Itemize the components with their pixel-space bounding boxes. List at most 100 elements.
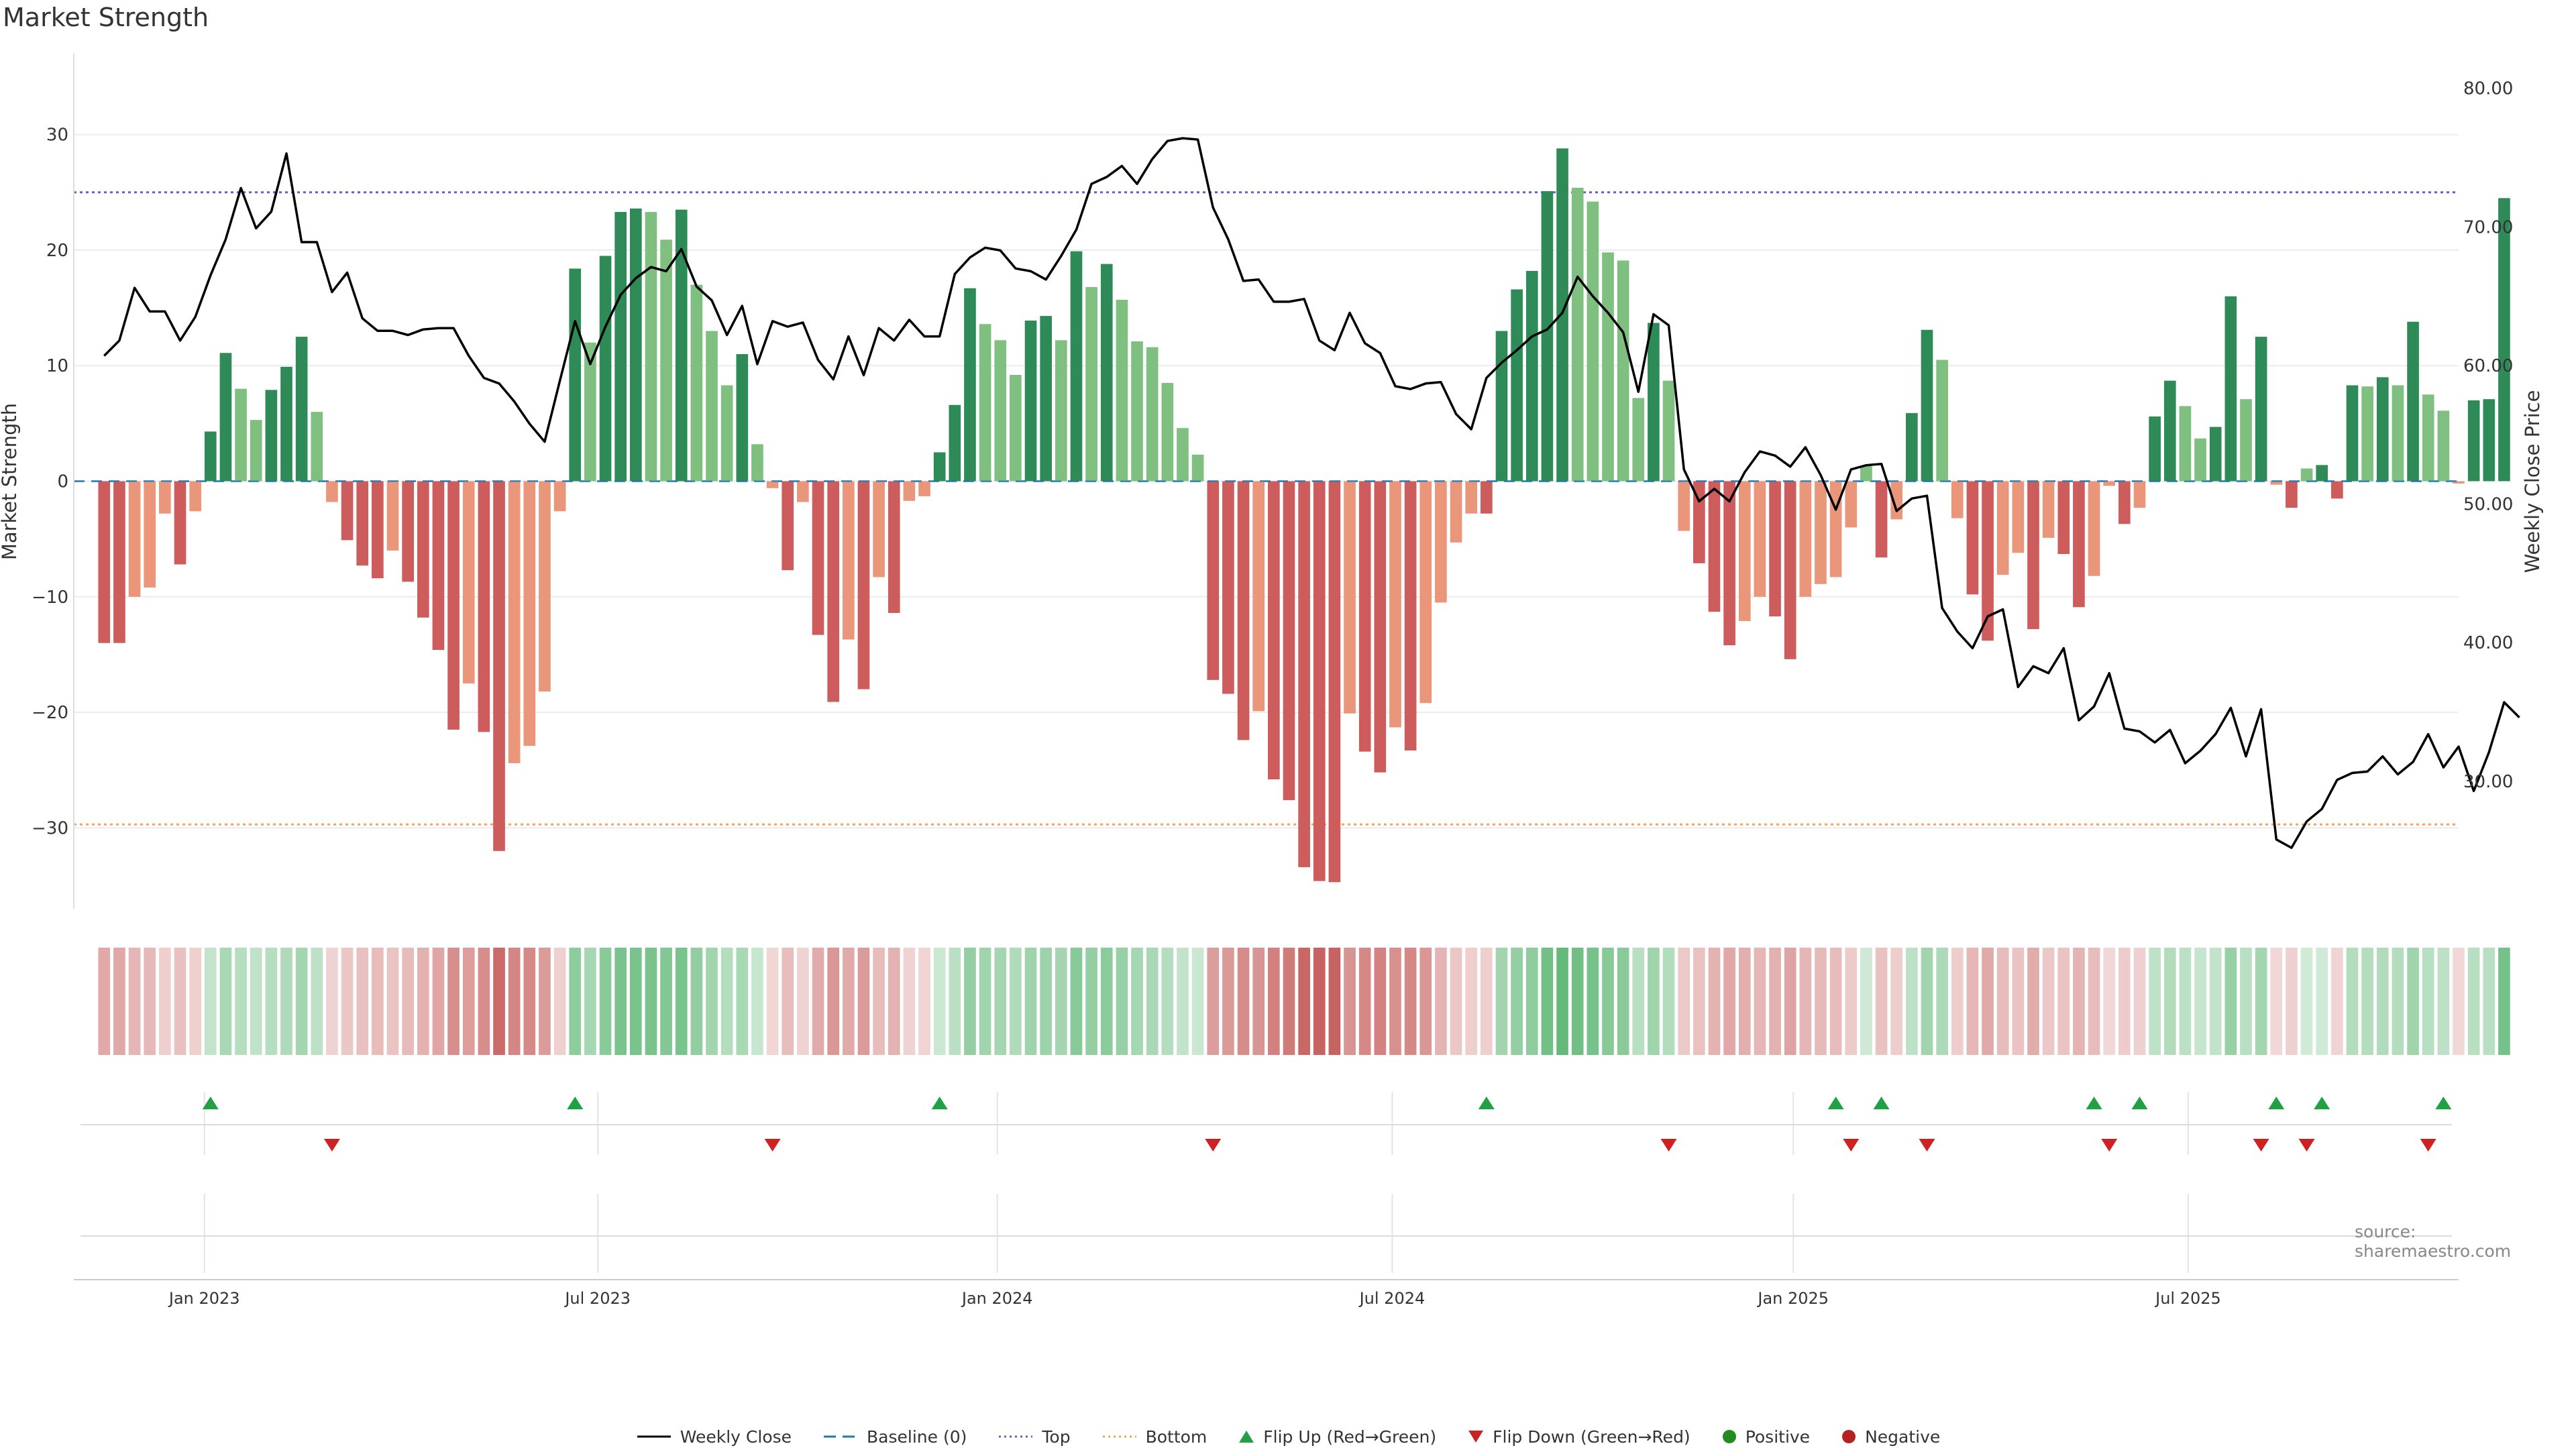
strip-cell	[2361, 948, 2373, 1055]
strength-bar	[675, 209, 688, 482]
strength-bar	[827, 481, 839, 702]
strength-bar	[599, 256, 612, 482]
strip-cell	[1116, 948, 1128, 1055]
y-tick-label: −10	[32, 588, 68, 608]
strip-cell	[1085, 948, 1097, 1055]
strip-cell	[2194, 948, 2206, 1055]
legend-item-top: Top	[998, 1427, 1071, 1447]
strength-bar	[933, 452, 946, 482]
strip-cell	[311, 948, 323, 1055]
legend-label: Top	[1042, 1427, 1071, 1447]
dot-icon	[1842, 1430, 1856, 1443]
strength-bar	[1267, 481, 1280, 780]
strip-cell	[478, 948, 490, 1055]
strength-bar	[1177, 428, 1189, 482]
strength-bar	[2042, 481, 2055, 538]
strength-bar	[903, 481, 916, 501]
strength-bar	[462, 481, 475, 684]
strength-bar	[1328, 481, 1341, 883]
strength-bar	[326, 481, 338, 502]
strip-cell	[1799, 948, 1812, 1055]
strength-bar	[1344, 481, 1356, 714]
flip-up-marker	[931, 1097, 948, 1109]
strip-cell	[1131, 948, 1143, 1055]
strip-cell	[219, 948, 232, 1055]
strength-bar	[1784, 481, 1796, 659]
strip-cell	[2392, 948, 2404, 1055]
strength-bar	[1495, 331, 1508, 482]
strength-bar	[250, 420, 262, 482]
strength-bar	[812, 481, 824, 635]
strength-bar	[1754, 481, 1766, 597]
strength-bar	[1313, 481, 1326, 881]
strip-cell	[2270, 948, 2283, 1055]
strength-bar	[265, 390, 278, 482]
strength-bar	[493, 481, 505, 851]
y-tick-label: 0	[57, 472, 68, 492]
y-tick-label: −30	[32, 818, 68, 838]
flip-markers-panel	[80, 1097, 2452, 1237]
legend-label: Negative	[1865, 1427, 1941, 1447]
strength-bar	[1966, 481, 1979, 595]
strength-bar	[508, 481, 521, 763]
strength-bar	[1815, 481, 1827, 584]
strip-cell	[1906, 948, 1918, 1055]
y2-tick-label: 70.00	[2463, 217, 2513, 237]
strength-bar	[159, 481, 171, 514]
strength-bar	[1845, 481, 1858, 528]
legend: Weekly Close Baseline (0) Top Bottom Fli…	[0, 1423, 2576, 1450]
strip-cell	[1815, 948, 1827, 1055]
strength-bar	[1024, 321, 1037, 482]
strip-cell	[706, 948, 718, 1055]
strength-bar	[766, 481, 779, 488]
strip-cell	[2027, 948, 2039, 1055]
flip-down-marker	[2253, 1139, 2269, 1152]
strength-bar	[1207, 481, 1220, 680]
strip-cell	[964, 948, 976, 1055]
strip-cell	[1161, 948, 1174, 1055]
x-tick-label: Jan 2025	[1756, 1289, 1829, 1308]
strength-bar	[341, 481, 354, 541]
flip-down-marker	[2420, 1139, 2436, 1152]
strip-cell	[1708, 948, 1721, 1055]
strip-cell	[645, 948, 657, 1055]
y2-tick-label: 30.00	[2463, 772, 2513, 792]
strip-cell	[1374, 948, 1387, 1055]
y2-axis-title: Weekly Close Price	[2521, 390, 2544, 573]
strip-cell	[2073, 948, 2085, 1055]
strip-cell	[2133, 948, 2146, 1055]
strength-bar	[873, 481, 885, 577]
strip-cell	[1419, 948, 1432, 1055]
strip-cell	[1191, 948, 1204, 1055]
strength-bar	[1982, 481, 1994, 641]
flip-down-marker	[1660, 1139, 1677, 1152]
strength-bar	[2407, 321, 2419, 482]
strip-cell	[2300, 948, 2313, 1055]
strength-bar	[174, 481, 186, 565]
strength-bar	[1252, 481, 1265, 712]
strip-cell	[2467, 948, 2480, 1055]
strip-cell	[1921, 948, 1933, 1055]
strength-bar	[1131, 341, 1143, 482]
strip-cell	[1177, 948, 1189, 1055]
strip-cell	[326, 948, 338, 1055]
strip-cell	[994, 948, 1007, 1055]
strip-cell	[1328, 948, 1341, 1055]
strength-bar	[706, 331, 718, 482]
strength-bar	[447, 481, 460, 730]
dashed-line-swatch-icon	[824, 1435, 858, 1438]
strip-cell	[417, 948, 429, 1055]
flip-up-marker	[2435, 1097, 2452, 1109]
strip-cell	[720, 948, 733, 1055]
strip-cell	[873, 948, 885, 1055]
strength-bar	[1996, 481, 2009, 575]
strip-cell	[2422, 948, 2434, 1055]
strength-bar	[356, 481, 369, 566]
strength-bar	[720, 385, 733, 482]
strength-bar	[2133, 481, 2146, 508]
strip-cell	[1358, 948, 1371, 1055]
strip-cell	[2240, 948, 2252, 1055]
strip-cell	[1875, 948, 1888, 1055]
strength-bar	[1617, 260, 1629, 482]
